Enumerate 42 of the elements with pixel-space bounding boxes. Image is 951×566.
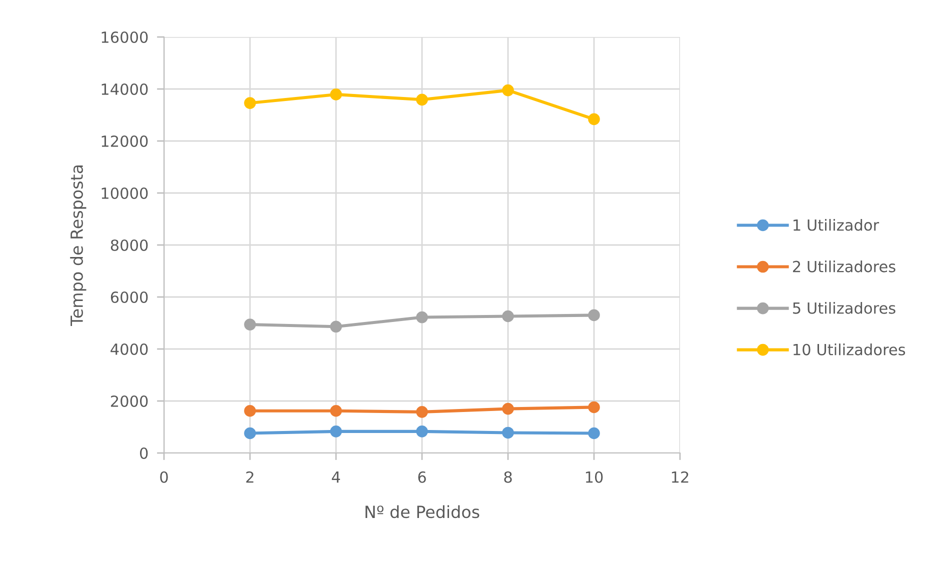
point xyxy=(588,309,600,322)
x-tick-label: 10 xyxy=(586,471,603,483)
point xyxy=(502,84,514,96)
legend-label: 5 Utilizadores xyxy=(793,302,896,314)
x-tick-label: 12 xyxy=(672,471,688,483)
point xyxy=(502,310,514,322)
point xyxy=(588,427,600,440)
point xyxy=(330,320,342,333)
point xyxy=(502,402,514,415)
y-tick-label: 8000 xyxy=(110,239,148,252)
point xyxy=(244,404,256,417)
point xyxy=(416,426,428,438)
y-tick-label: 16000 xyxy=(102,31,148,44)
point xyxy=(330,88,342,100)
legend-label: 1 Utilizador xyxy=(794,218,880,231)
y-tick-label: 10000 xyxy=(102,187,148,200)
legend-label: 2 Utilizadores xyxy=(793,260,896,272)
y-tick-label: 14000 xyxy=(102,83,148,96)
x-tick-label: 8 xyxy=(504,471,512,483)
point xyxy=(588,113,600,126)
x-axis-title: Nº de Pedidos xyxy=(366,505,480,518)
point xyxy=(244,427,256,440)
x-tick-label: 6 xyxy=(418,471,426,483)
y-tick-label: 2000 xyxy=(110,395,148,408)
y-tick-label: 0 xyxy=(140,447,148,460)
point xyxy=(416,406,428,418)
point xyxy=(330,404,342,417)
point xyxy=(244,97,256,109)
x-tick-label: 2 xyxy=(246,471,254,483)
point xyxy=(416,311,428,324)
point xyxy=(330,426,342,438)
y-tick-label: 4000 xyxy=(110,343,148,356)
y-tick-label: 12000 xyxy=(102,135,148,148)
point xyxy=(416,94,428,106)
legend-label: 10 Utilizadores xyxy=(794,344,906,356)
y-axis-title: Tempo de Resposta xyxy=(70,166,86,326)
point xyxy=(502,426,514,439)
point xyxy=(588,401,600,414)
y-tick-label: 6000 xyxy=(110,291,148,304)
x-tick-label: 4 xyxy=(332,472,340,483)
point xyxy=(244,318,256,330)
x-tick-label: 0 xyxy=(160,471,168,483)
